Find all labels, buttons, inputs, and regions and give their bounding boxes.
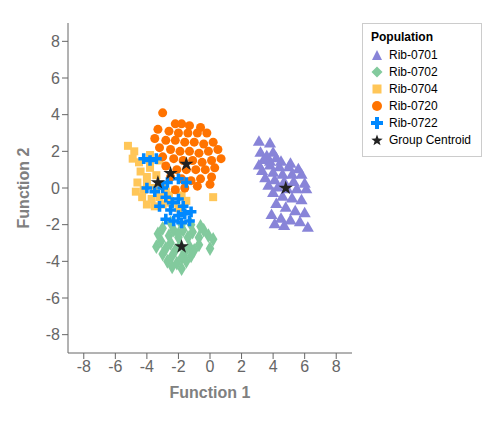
svg-text:-2: -2	[171, 358, 185, 375]
svg-text:-4: -4	[140, 358, 154, 375]
svg-text:0: 0	[51, 180, 60, 197]
svg-text:Function 1: Function 1	[170, 384, 251, 401]
svg-text:8: 8	[332, 358, 341, 375]
svg-text:Function 2: Function 2	[15, 147, 32, 228]
svg-text:0: 0	[206, 358, 215, 375]
svg-text:-4: -4	[46, 253, 60, 270]
svg-text:6: 6	[51, 70, 60, 87]
svg-text:2: 2	[237, 358, 246, 375]
svg-text:4: 4	[51, 106, 60, 123]
html-text:Rib-0720: Rib-0720	[389, 99, 438, 113]
html-text:Rib-0722: Rib-0722	[389, 116, 438, 130]
svg-text:-6: -6	[108, 358, 122, 375]
html-text:Group Centroid: Group Centroid	[389, 133, 471, 147]
svg-text:-2: -2	[46, 216, 60, 233]
svg-text:-8: -8	[46, 326, 60, 343]
svg-text:-6: -6	[46, 290, 60, 307]
html-text:Rib-0704: Rib-0704	[389, 82, 438, 96]
svg-text:6: 6	[300, 358, 309, 375]
html-text:Rib-0702: Rib-0702	[389, 65, 438, 79]
svg-text:-8: -8	[77, 358, 91, 375]
html-text:Population: Population	[371, 30, 433, 44]
svg-text:4: 4	[269, 358, 278, 375]
svg-text:2: 2	[51, 143, 60, 160]
html-text:Rib-0701: Rib-0701	[389, 48, 438, 62]
svg-text:8: 8	[51, 33, 60, 50]
